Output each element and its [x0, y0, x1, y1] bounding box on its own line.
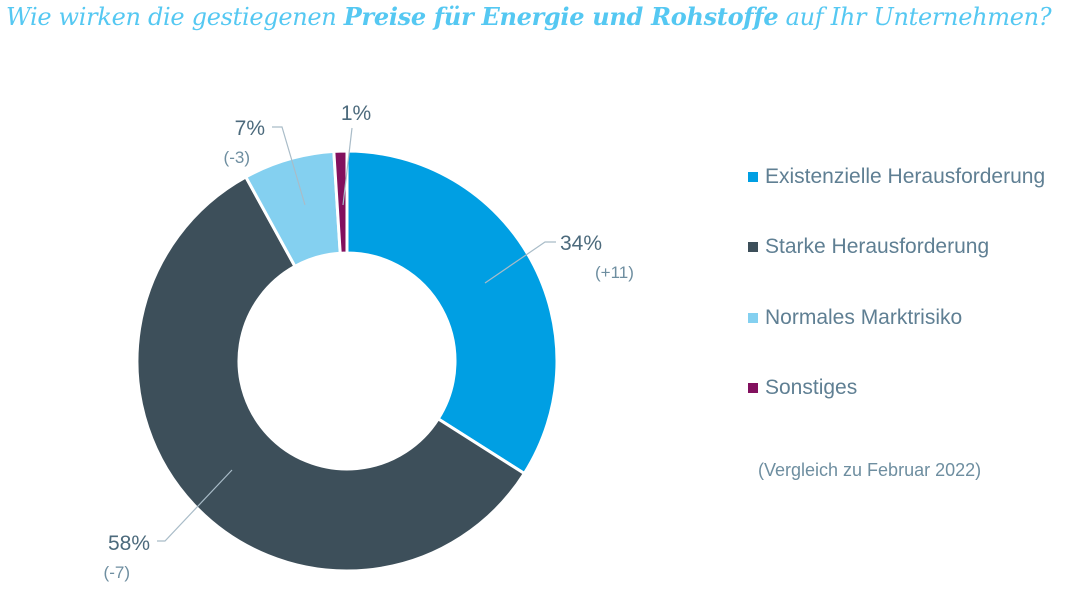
legend-item-starke: Starke Herausforderung	[748, 235, 989, 259]
delta-label-normales: (-3)	[224, 148, 250, 167]
legend-swatch	[748, 313, 758, 323]
title-part-1: Wie wirken die gestiegenen	[6, 3, 344, 31]
leader-line-existenzielle	[484, 241, 556, 284]
data-label-normales: 7%	[235, 117, 265, 140]
title-bold: Preise für Energie und Rohstoffe	[343, 2, 779, 31]
legend-label: Normales Marktrisiko	[765, 306, 963, 329]
legend-swatch	[748, 383, 758, 393]
leader-line-normales	[272, 126, 306, 206]
data-labels: 34% (+11) 58% (-7) 7% (-3) 1%	[104, 102, 634, 582]
data-label-existenzielle: 34%	[560, 232, 602, 255]
legend-item-existenzielle: Existenzielle Herausforderung	[748, 165, 1045, 189]
chart-title: Wie wirken die gestiegenen Preise für En…	[6, 2, 1052, 31]
slice-sonstiges	[332, 149, 349, 255]
donut-slices	[135, 149, 559, 573]
delta-label-existenzielle: (+11)	[595, 263, 634, 282]
slice-existenzielle	[345, 149, 559, 476]
legend-label: Sonstiges	[765, 376, 858, 399]
data-label-starke: 58%	[108, 532, 150, 555]
legend-swatch	[748, 172, 758, 182]
legend-label: Starke Herausforderung	[765, 235, 990, 258]
delta-label-starke: (-7)	[104, 563, 130, 582]
title-part-2: auf Ihr Unternehmen?	[778, 3, 1052, 31]
data-label-sonstiges: 1%	[341, 102, 371, 125]
comparison-note: (Vergleich zu Februar 2022)	[758, 460, 982, 480]
leader-line-starke	[157, 469, 233, 542]
legend-swatch	[748, 242, 758, 252]
leader-line-sonstiges	[342, 127, 353, 206]
leader-lines	[157, 126, 556, 542]
legend-item-sonstiges: Sonstiges	[748, 376, 857, 400]
legend-item-normales: Normales Marktrisiko	[748, 306, 962, 330]
legend-label: Existenzielle Herausforderung	[765, 165, 1046, 188]
slice-starke	[135, 174, 527, 573]
